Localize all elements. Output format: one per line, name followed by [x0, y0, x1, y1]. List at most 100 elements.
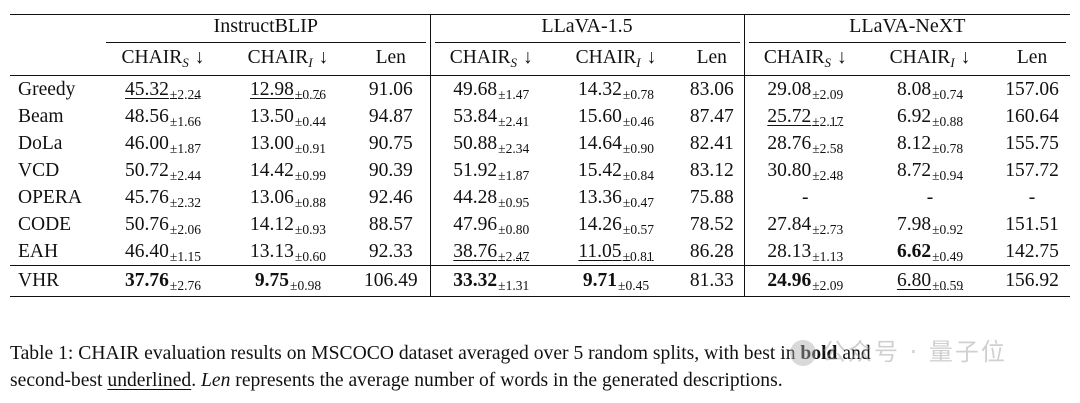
method-name: OPERA	[18, 186, 82, 208]
std-dev: ±0.81	[622, 248, 654, 264]
group-header: InstructBLIP	[102, 14, 431, 43]
cell-value: 46.00	[125, 132, 169, 154]
chair-s-header: CHAIRS ↓	[429, 43, 553, 76]
cell-value: 82.41	[689, 132, 734, 154]
cell-value: 13.00	[250, 132, 294, 154]
watermark-text: 公众号 · 量子位	[822, 338, 1007, 366]
std-dev: ±0.98	[290, 278, 322, 294]
metric-cell: 33.32±1.31	[429, 265, 553, 297]
std-dev: ±0.76	[294, 86, 326, 102]
table-row: VCD 50.72±2.44 14.42±0.99 90.39 51.92±1.87 15…	[10, 157, 1070, 184]
method-name: EAH	[18, 240, 59, 262]
std-dev: ±2.58	[812, 140, 844, 156]
cell-value: 28.76	[767, 132, 812, 154]
method-name: VCD	[18, 159, 60, 181]
metric-cell: 44.28±0.95	[429, 184, 553, 211]
cell-value: -	[926, 186, 934, 208]
cell-value: 46.40	[125, 240, 169, 262]
metric-cell: 48.56±1.66	[102, 103, 224, 130]
metric-cell: 92.46	[352, 184, 430, 211]
lower-is-better-arrow-icon: ↓	[194, 47, 205, 69]
cell-value: 92.33	[368, 240, 413, 262]
std-dev: ±2.06	[169, 221, 201, 237]
lower-is-better-arrow-icon: ↓	[522, 47, 533, 69]
method-name: CODE	[18, 213, 72, 235]
metric-cell: 92.33	[352, 238, 430, 266]
cell-value: 9.75	[254, 270, 290, 292]
metric-name: CHAIR	[763, 47, 825, 69]
cell-value: -	[802, 186, 809, 208]
metric-cell: -	[994, 184, 1070, 211]
lower-is-better-arrow-icon: ↓	[960, 47, 971, 69]
cell-value: 78.52	[689, 213, 734, 235]
std-dev: ±0.95	[498, 194, 530, 210]
metric-cell: 46.00±1.87	[102, 130, 224, 157]
watermark: 公众号 · 量子位	[790, 332, 1007, 367]
lower-is-better-arrow-icon: ↓	[836, 47, 847, 69]
std-dev: ±1.15	[169, 248, 201, 264]
cell-value: 6.92	[896, 105, 932, 127]
std-dev: ±0.44	[294, 113, 326, 129]
metric-cell: 28.13±1.13	[743, 238, 867, 266]
std-dev: ±0.84	[622, 167, 654, 183]
std-dev: ±2.34	[498, 140, 530, 156]
std-dev: ±0.78	[622, 86, 654, 102]
metric-cell: 90.39	[352, 157, 430, 184]
caption-underlined-word: underlined	[107, 370, 192, 391]
metric-cell: 15.42±0.84	[552, 157, 680, 184]
metric-cell: 49.68±1.47	[429, 75, 553, 103]
metric-cell: 90.75	[352, 130, 430, 157]
cell-value: 87.47	[689, 105, 734, 127]
metric-cell: 50.76±2.06	[102, 211, 224, 238]
lower-is-better-arrow-icon: ↓	[318, 47, 329, 69]
metric-cell: 30.80±2.48	[743, 157, 867, 184]
method-header-blank	[10, 43, 102, 76]
metric-cell: 88.57	[352, 211, 430, 238]
std-dev: ±0.91	[294, 140, 326, 156]
chair-results-table: InstructBLIP LLaVA-1.5 LLaVA-NeXT CHAIRS…	[10, 14, 1071, 297]
cell-value: 14.64	[578, 132, 622, 154]
cell-value: 14.42	[250, 159, 294, 181]
metric-cell: 8.08±0.74	[866, 75, 995, 103]
cell-value: 13.50	[250, 105, 294, 127]
cell-value: 13.13	[250, 240, 294, 262]
metric-cell: 37.76±2.76	[102, 265, 224, 297]
std-dev: ±2.44	[169, 167, 201, 183]
metric-cell: 157.06	[994, 75, 1071, 103]
group-header: LLaVA-NeXT	[743, 14, 1071, 43]
std-dev: ±0.47	[622, 194, 654, 210]
caption-text: second-best	[10, 370, 108, 391]
metric-cell: -	[866, 184, 994, 211]
metric-cell: 91.06	[352, 75, 431, 103]
group-header-row: InstructBLIP LLaVA-1.5 LLaVA-NeXT	[10, 14, 1071, 43]
metric-cell: 13.06±0.88	[224, 184, 352, 211]
std-dev: ±0.74	[932, 86, 964, 102]
std-dev: ±2.48	[812, 167, 844, 183]
cell-value: 151.51	[1005, 213, 1059, 235]
cell-value: 9.71	[582, 270, 618, 292]
cell-value: 14.32	[578, 78, 622, 100]
cell-value: 50.76	[125, 213, 169, 235]
cell-value: 45.32	[125, 78, 169, 100]
cell-value: 160.64	[1005, 105, 1059, 127]
cell-value: 37.76	[125, 270, 169, 292]
std-dev: ±0.99	[294, 167, 326, 183]
len-header: Len	[994, 43, 1070, 76]
proposed-method-row: VHR 37.76±2.76 9.75±0.98 106.49 33.32±1.31 9.…	[10, 265, 1071, 297]
metric-cell: 53.84±2.41	[429, 103, 553, 130]
metric-cell: 8.12±0.78	[866, 130, 994, 157]
std-dev: ±2.47	[498, 248, 530, 264]
len-header: Len	[352, 43, 430, 76]
metric-name: CHAIR	[575, 47, 637, 69]
group-header: LLaVA-1.5	[429, 14, 745, 43]
metric-cell: 6.80±0.59	[866, 265, 995, 297]
std-dev: ±0.49	[932, 248, 964, 264]
method-name: Greedy	[10, 75, 102, 103]
metric-cell: 12.98±0.76	[224, 75, 352, 103]
cell-value: 15.60	[578, 105, 622, 127]
caption-len-term: Len	[201, 370, 231, 391]
cell-value: 157.72	[1005, 159, 1059, 181]
std-dev: ±1.47	[498, 86, 530, 102]
metric-cell: 38.76±2.47	[429, 238, 553, 266]
cell-value: 8.08	[896, 78, 932, 100]
